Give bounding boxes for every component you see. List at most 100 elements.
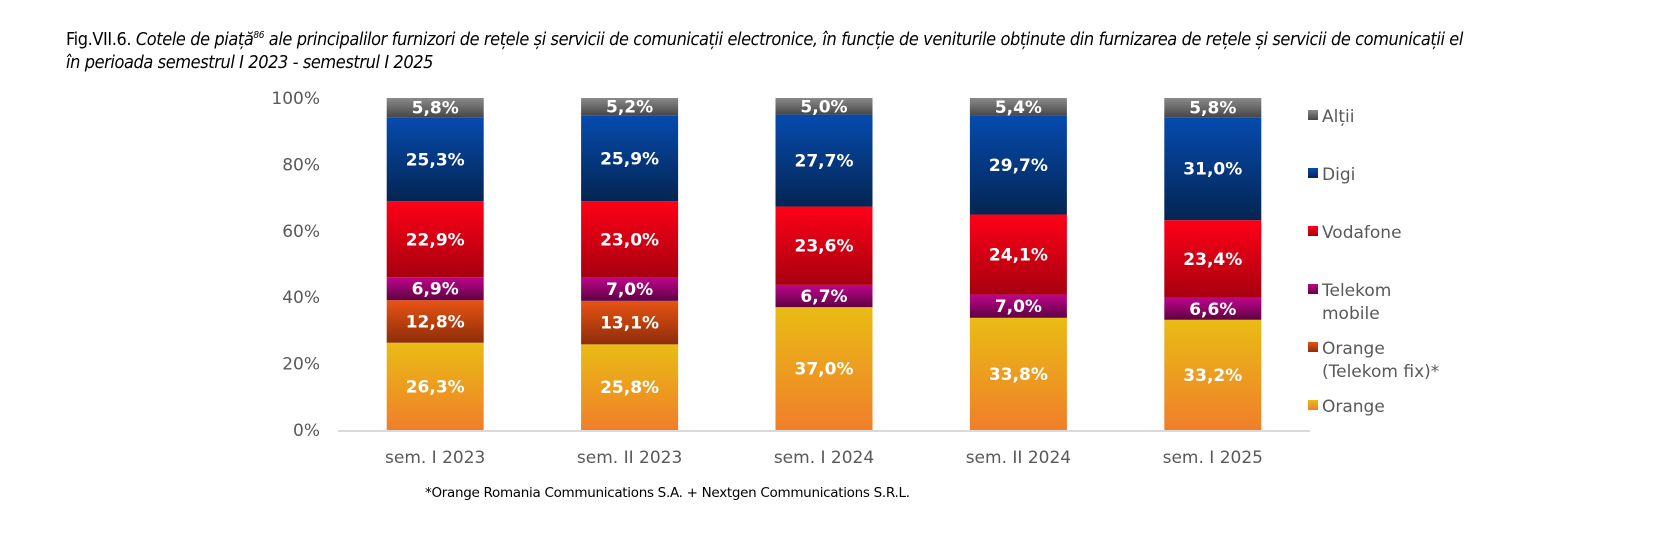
data-label: 12,8%	[406, 312, 465, 332]
bar-segment-vodafone	[1164, 220, 1262, 298]
data-label: 5,8%	[1189, 99, 1236, 119]
legend-swatch	[1308, 168, 1318, 178]
y-tick-label: 0%	[293, 421, 320, 441]
data-label: 33,8%	[989, 365, 1048, 385]
legend-swatch	[1308, 284, 1318, 294]
bar-segment-telekom-mobile	[386, 277, 484, 301]
bar-segment-telekom-mobile	[581, 277, 679, 301]
legend-item-altii: Alții	[1308, 107, 1354, 127]
y-tick-label: 100%	[271, 89, 320, 109]
data-label: 6,6%	[1189, 300, 1236, 320]
caption-start: Cotele de piață	[135, 29, 254, 50]
bar-group-sem-i-2023: 26,3% 12,8% 6,9% 22,9% 25,3% 5,8%	[386, 98, 484, 430]
bar-segment-digi	[775, 114, 873, 207]
data-label: 26,3%	[406, 377, 465, 397]
legend-swatch	[1308, 400, 1318, 410]
data-label: 37,0%	[795, 360, 854, 380]
legend-label: Digi	[1322, 165, 1355, 185]
bar-segment-telekom-mobile	[775, 284, 873, 308]
data-label: 33,2%	[1183, 366, 1242, 386]
data-label: 7,0%	[606, 280, 653, 300]
data-label: 25,3%	[406, 150, 465, 170]
bar-segment-altii	[1164, 98, 1262, 118]
y-tick-label: 20%	[282, 355, 320, 375]
y-tick-label: 40%	[282, 288, 320, 308]
bar-segment-orange	[581, 344, 679, 430]
data-label: 6,7%	[800, 287, 847, 307]
bars: 26,3% 12,8% 6,9% 22,9% 25,3% 5,8% 25,8% 13,1% 7,…	[386, 97, 1262, 430]
bar-segment-orange-telekom-fix	[581, 300, 679, 345]
caption-rest: ale principalilor furnizori de rețele și…	[264, 29, 1464, 50]
bar-segment-orange	[386, 342, 484, 430]
data-label: 22,9%	[406, 230, 465, 250]
legend-swatch	[1308, 110, 1318, 120]
data-label: 6,9%	[412, 280, 459, 300]
data-label: 13,1%	[600, 314, 659, 334]
bar-segment-altii	[581, 98, 679, 116]
x-axis: sem. I 2023 sem. II 2023 sem. I 2024 sem. I…	[385, 448, 1263, 468]
bar-segment-orange-telekom-fix	[386, 300, 484, 343]
bar-segment-orange	[775, 307, 873, 430]
bar-group-sem-i-2024: 37,0% 6,7% 23,6% 27,7% 5,0%	[775, 97, 873, 430]
data-label: 23,4%	[1183, 250, 1242, 270]
bar-group-sem-ii-2024: 33,8% 7,0% 24,1% 29,7% 5,4%	[969, 98, 1067, 430]
y-tick-label: 80%	[282, 155, 320, 175]
data-label: 5,4%	[995, 98, 1042, 118]
y-tick-label: 60%	[282, 222, 320, 242]
bar-segment-altii	[775, 98, 873, 115]
data-label: 23,0%	[600, 230, 659, 250]
legend-swatch	[1308, 226, 1318, 236]
legend-label: Telekom	[1321, 281, 1391, 301]
legend-item-digi: Digi	[1308, 165, 1355, 185]
footnote-ref: 86	[253, 30, 265, 41]
bar-segment-vodafone	[581, 201, 679, 278]
data-label: 25,9%	[600, 149, 659, 169]
title-line-2: în perioada semestrul I 2023 - semestrul…	[66, 52, 434, 73]
legend-item-orange-telekom-fix: Orange (Telekom fix)*	[1308, 339, 1439, 382]
bar-segment-digi	[1164, 117, 1262, 221]
legend: Alții Digi Vodafone Telekom mobile Orange (Tel…	[1308, 107, 1439, 417]
x-tick-label: sem. II 2024	[966, 448, 1071, 468]
legend-label: (Telekom fix)*	[1322, 362, 1439, 382]
legend-item-telekom-mobile: Telekom mobile	[1308, 281, 1391, 324]
x-tick-label: sem. I 2024	[774, 448, 874, 468]
data-label: 24,1%	[989, 246, 1048, 266]
data-label: 7,0%	[995, 297, 1042, 317]
footnote: *Orange Romania Communications S.A. + Ne…	[425, 485, 910, 501]
x-tick-label: sem. II 2023	[577, 448, 682, 468]
data-label: 5,0%	[800, 97, 847, 117]
data-label: 5,2%	[606, 98, 653, 118]
data-label: 25,8%	[600, 378, 659, 398]
x-tick-label: sem. I 2023	[385, 448, 485, 468]
bar-segment-vodafone	[386, 201, 484, 278]
legend-item-vodafone: Vodafone	[1308, 223, 1402, 243]
legend-swatch	[1308, 342, 1318, 352]
bar-segment-orange	[969, 317, 1067, 430]
bar-segment-vodafone	[775, 206, 873, 285]
data-label: 23,6%	[795, 237, 854, 257]
y-axis: 0% 20% 40% 60% 80% 100%	[271, 89, 320, 441]
data-label: 5,8%	[412, 99, 459, 119]
bar-segment-digi	[969, 115, 1067, 215]
data-label: 29,7%	[989, 156, 1048, 176]
data-label: 31,0%	[1183, 160, 1242, 180]
legend-label: mobile	[1322, 304, 1380, 324]
legend-label: Orange	[1322, 397, 1385, 417]
bar-segment-altii	[969, 98, 1067, 116]
legend-item-orange: Orange	[1308, 397, 1385, 417]
bar-segment-telekom-mobile	[969, 294, 1067, 318]
legend-label: Vodafone	[1322, 223, 1402, 243]
x-tick-label: sem. I 2025	[1163, 448, 1263, 468]
bar-group-sem-ii-2023: 25,8% 13,1% 7,0% 23,0% 25,9% 5,2%	[581, 98, 679, 430]
bar-segment-digi	[581, 115, 679, 202]
bar-segment-vodafone	[969, 214, 1067, 295]
bar-segment-digi	[386, 117, 484, 202]
figure-label: Fig.VII.6.	[66, 29, 132, 50]
bar-group-sem-i-2025: 33,2% 6,6% 23,4% 31,0% 5,8%	[1164, 98, 1262, 430]
legend-label: Orange	[1322, 339, 1385, 359]
figure-title: Fig.VII.6. Cotele de piață86 ale princip…	[66, 24, 1463, 74]
title-line-1: Fig.VII.6. Cotele de piață86 ale princip…	[66, 24, 1463, 51]
bar-segment-orange	[1164, 319, 1262, 430]
bar-segment-telekom-mobile	[1164, 297, 1262, 320]
